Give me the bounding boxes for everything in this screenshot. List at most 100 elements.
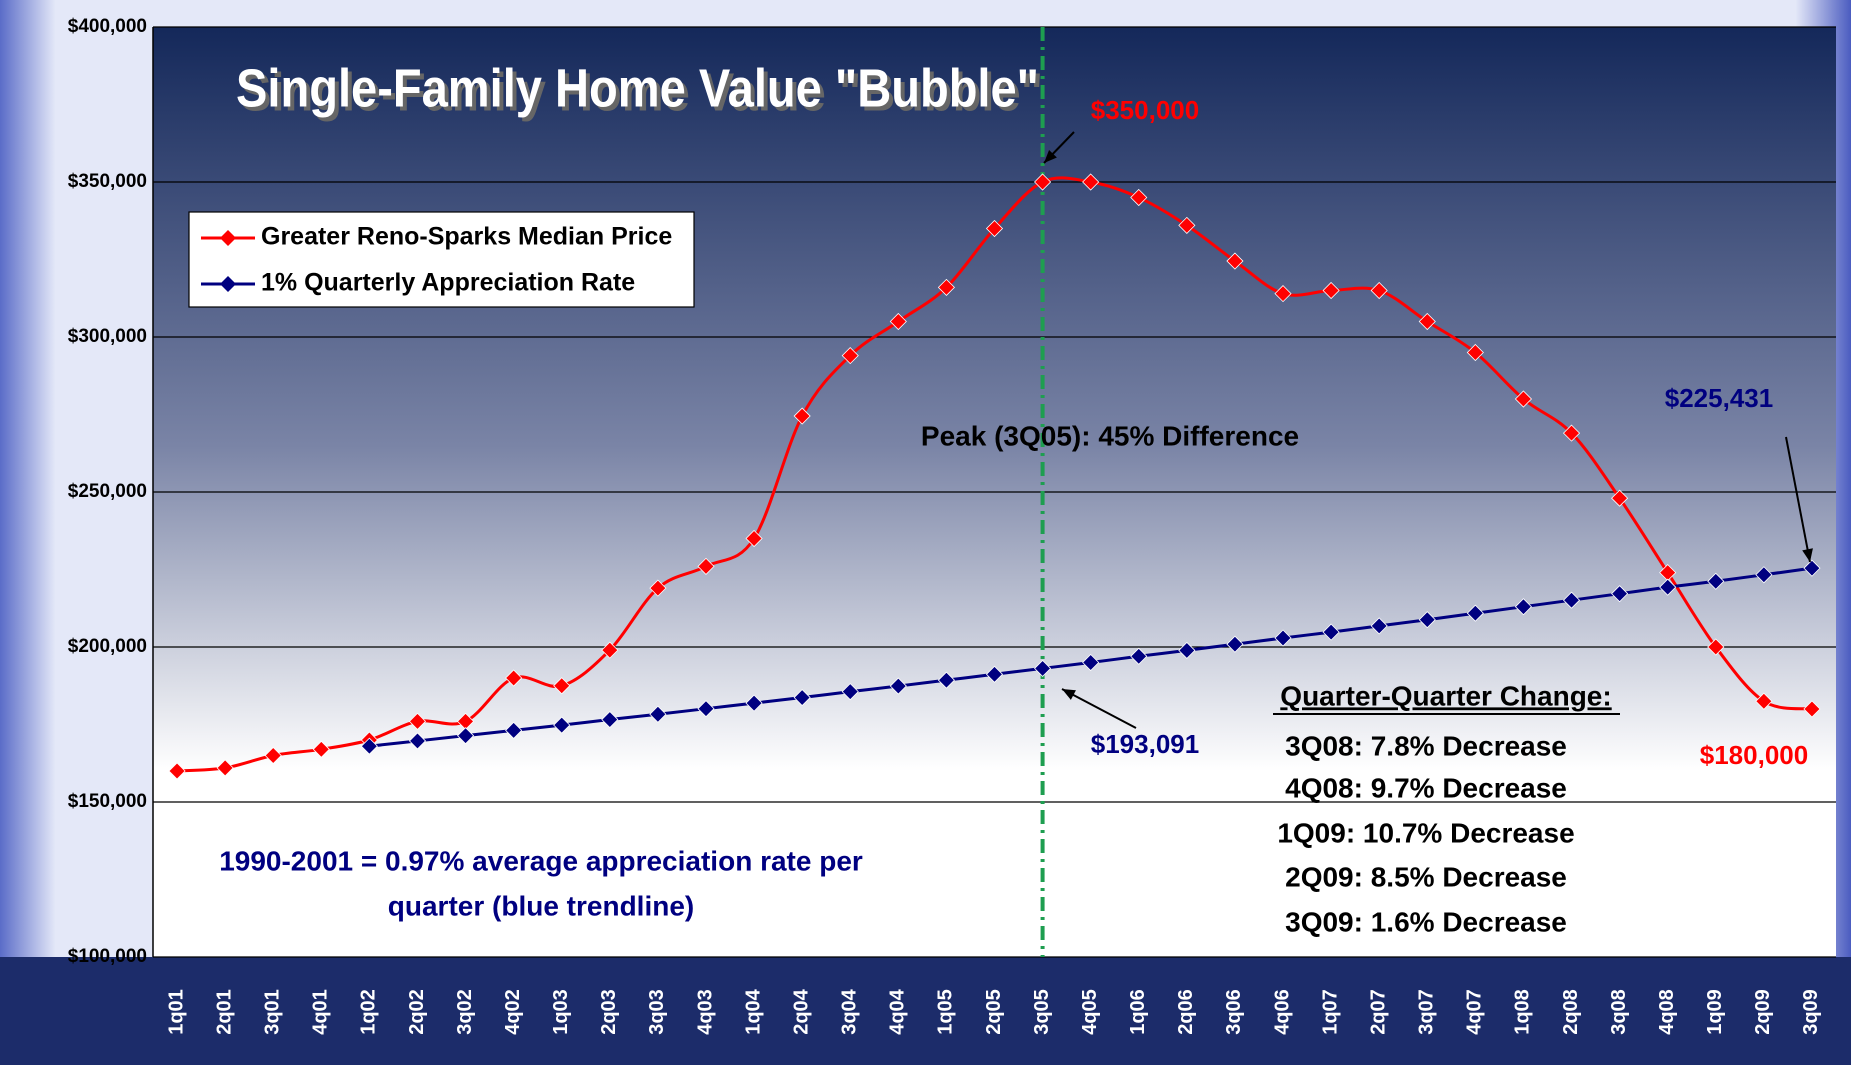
x-tick-label: 3q07 bbox=[1416, 989, 1438, 1035]
data-point bbox=[1226, 252, 1244, 270]
y-tick-label: $350,000 bbox=[68, 171, 147, 192]
x-tick-label: 2q07 bbox=[1367, 989, 1389, 1035]
data-point bbox=[1562, 591, 1581, 609]
x-tick-label: 2q04 bbox=[790, 988, 812, 1034]
data-point bbox=[1803, 700, 1821, 718]
data-point bbox=[1466, 604, 1484, 622]
data-point bbox=[1274, 629, 1292, 647]
data-point bbox=[649, 705, 667, 723]
data-point bbox=[1611, 585, 1629, 603]
x-tick-label: 3q09 bbox=[1800, 989, 1822, 1035]
x-tick-label: 2q05 bbox=[983, 989, 1005, 1035]
x-tick-label: 1q08 bbox=[1512, 989, 1534, 1035]
data-point bbox=[1130, 188, 1148, 207]
data-point bbox=[1611, 489, 1629, 507]
data-point bbox=[1130, 647, 1148, 665]
data-point bbox=[841, 347, 859, 365]
data-point bbox=[168, 762, 186, 780]
data-point bbox=[745, 694, 763, 712]
data-point bbox=[985, 665, 1004, 683]
data-point bbox=[841, 683, 859, 701]
data-point bbox=[1034, 173, 1052, 191]
y-tick-label: $100,000 bbox=[68, 946, 147, 967]
arrow bbox=[1785, 436, 1811, 563]
arrow-head bbox=[1802, 548, 1813, 562]
data-point bbox=[1322, 281, 1340, 300]
y-tick-label: $400,000 bbox=[68, 16, 147, 37]
legend-marker bbox=[220, 230, 236, 246]
x-tick-label: 2q02 bbox=[406, 989, 428, 1035]
data-point bbox=[1082, 173, 1100, 191]
x-tick-label: 1q07 bbox=[1319, 989, 1341, 1035]
data-point bbox=[937, 671, 955, 689]
x-tick-label: 1q01 bbox=[165, 989, 187, 1035]
data-point bbox=[1803, 559, 1821, 577]
trend-note: 1990-2001 = 0.97% average appreciation r… bbox=[219, 845, 863, 876]
data-point bbox=[937, 278, 955, 296]
y-tick-label: $150,000 bbox=[68, 791, 147, 812]
data-point bbox=[1659, 578, 1677, 596]
data-point bbox=[312, 740, 330, 758]
data-point bbox=[505, 669, 523, 687]
data-point bbox=[889, 677, 907, 695]
data-point bbox=[456, 727, 475, 745]
x-tick-label: 4q08 bbox=[1656, 989, 1678, 1035]
data-point bbox=[889, 312, 907, 331]
legend-marker bbox=[220, 276, 236, 292]
change-line: 2Q09: 8.5% Decrease bbox=[1285, 861, 1567, 892]
x-tick-label: 4q05 bbox=[1079, 989, 1101, 1035]
data-point bbox=[985, 219, 1004, 238]
x-tick-label: 2q09 bbox=[1752, 989, 1774, 1035]
x-tick-label: 2q01 bbox=[213, 989, 235, 1035]
data-point bbox=[1418, 611, 1436, 629]
data-point bbox=[1370, 281, 1388, 300]
y-tick-label: $250,000 bbox=[68, 481, 147, 502]
data-point bbox=[793, 688, 811, 707]
data-point bbox=[697, 700, 715, 718]
change-line: 3Q08: 7.8% Decrease bbox=[1285, 730, 1567, 761]
x-tick-label: 4q06 bbox=[1271, 989, 1293, 1035]
x-tick-label: 4q03 bbox=[694, 989, 716, 1035]
data-point bbox=[1562, 424, 1581, 442]
data-point bbox=[1755, 692, 1773, 710]
annotation: $350,000 bbox=[1091, 95, 1199, 125]
arrow-head bbox=[1062, 689, 1076, 700]
data-point bbox=[1370, 617, 1388, 635]
data-point bbox=[1082, 653, 1100, 672]
annotation: $225,431 bbox=[1665, 383, 1773, 413]
data-point bbox=[1034, 659, 1052, 677]
data-point bbox=[1466, 343, 1484, 362]
arrow-head bbox=[1044, 149, 1057, 163]
data-point bbox=[408, 712, 427, 730]
data-point bbox=[1274, 285, 1292, 303]
change-line: 4Q08: 9.7% Decrease bbox=[1285, 772, 1567, 803]
data-point bbox=[793, 407, 811, 425]
x-tick-label: 3q02 bbox=[454, 989, 476, 1035]
x-tick-label: 4q01 bbox=[310, 989, 332, 1035]
data-point bbox=[697, 557, 715, 575]
x-tick-label: 3q06 bbox=[1223, 989, 1245, 1035]
data-point bbox=[1707, 572, 1725, 590]
x-tick-label: 4q07 bbox=[1464, 989, 1486, 1035]
data-point bbox=[601, 641, 619, 659]
legend-box bbox=[188, 211, 695, 308]
data-point bbox=[1418, 312, 1436, 331]
legend-label: 1% Quarterly Appreciation Rate bbox=[261, 269, 635, 297]
x-tick-label: 1q02 bbox=[358, 989, 380, 1035]
data-point bbox=[408, 732, 427, 750]
data-point bbox=[1514, 598, 1533, 616]
data-point bbox=[264, 746, 282, 765]
x-tick-label: 3q05 bbox=[1031, 989, 1053, 1035]
change-line: 1Q09: 10.7% Decrease bbox=[1277, 817, 1574, 848]
data-point bbox=[1226, 635, 1244, 653]
x-tick-label: 3q08 bbox=[1608, 989, 1630, 1035]
data-point bbox=[1322, 623, 1340, 641]
data-point bbox=[601, 710, 619, 729]
change-heading: Quarter-Quarter Change: bbox=[1280, 680, 1611, 711]
annotation: $193,091 bbox=[1091, 729, 1199, 759]
x-tick-label: 4q02 bbox=[502, 989, 524, 1035]
y-tick-label: $200,000 bbox=[68, 636, 147, 657]
annotation: Peak (3Q05): 45% Difference bbox=[921, 420, 1299, 451]
x-tick-label: 3q03 bbox=[646, 989, 668, 1035]
